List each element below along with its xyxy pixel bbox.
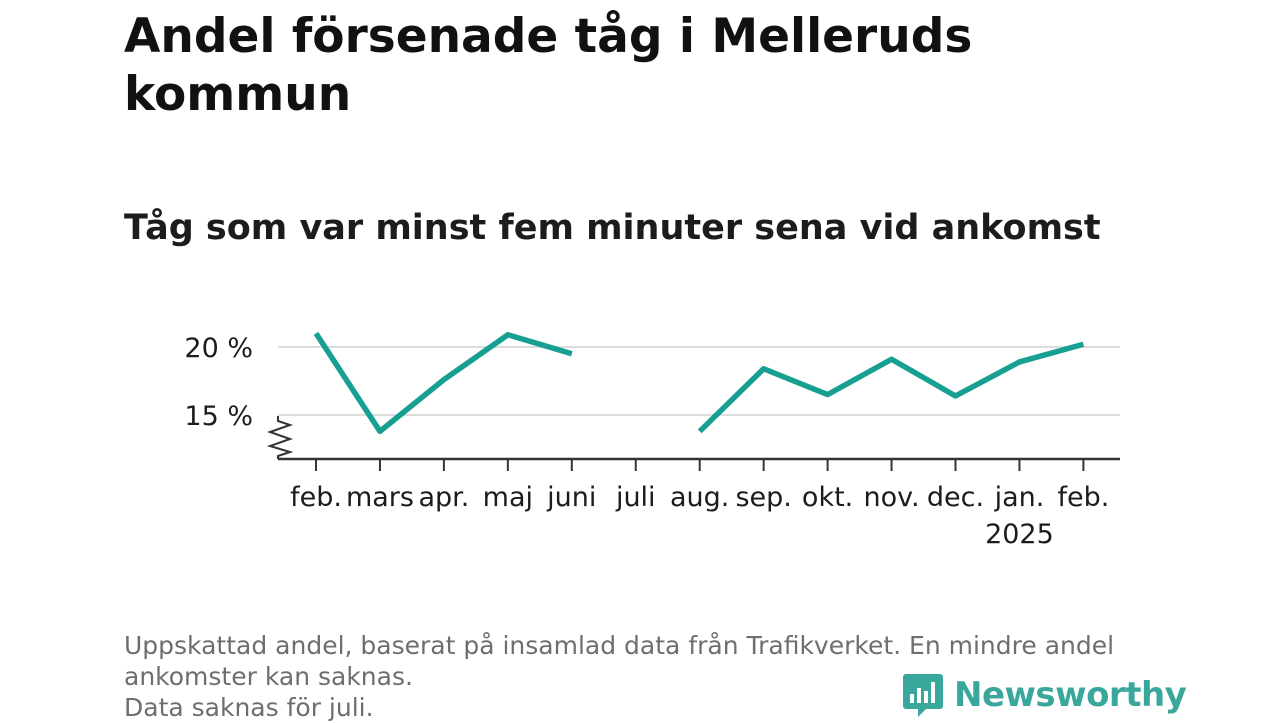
x-tick-label: sep. <box>735 482 791 513</box>
x-axis <box>270 416 1120 471</box>
x-tick-label: juli <box>615 482 656 513</box>
x-tick-label: jan. <box>994 482 1045 513</box>
y-tick-label: 20 % <box>184 333 253 364</box>
x-year-label: 2025 <box>985 519 1054 550</box>
x-tick-label: maj <box>483 482 533 513</box>
brand-logo: Newsworthy <box>902 670 1186 720</box>
x-tick-label: juni <box>546 482 596 513</box>
brand-name: Newsworthy <box>954 675 1186 715</box>
series-lines <box>316 333 1084 431</box>
x-tick-label: nov. <box>863 482 919 513</box>
axis-break-icon <box>270 416 290 459</box>
y-tick-label: 15 % <box>184 401 253 432</box>
series-line-segment <box>700 344 1084 431</box>
x-tick-label: feb. <box>1057 482 1109 513</box>
x-tick-label: apr. <box>418 482 469 513</box>
x-tick-label: mars <box>346 482 414 513</box>
x-tick-label: okt. <box>802 482 853 513</box>
x-tick-label: aug. <box>670 482 729 513</box>
series-line-segment <box>316 333 572 431</box>
footnote-line-1: Uppskattad andel, baserat på insamlad da… <box>124 630 1164 661</box>
newsworthy-logo-icon <box>902 672 944 718</box>
x-tick-label: feb. <box>290 482 342 513</box>
grid-lines <box>278 347 1120 415</box>
x-tick-label: dec. <box>927 482 984 513</box>
